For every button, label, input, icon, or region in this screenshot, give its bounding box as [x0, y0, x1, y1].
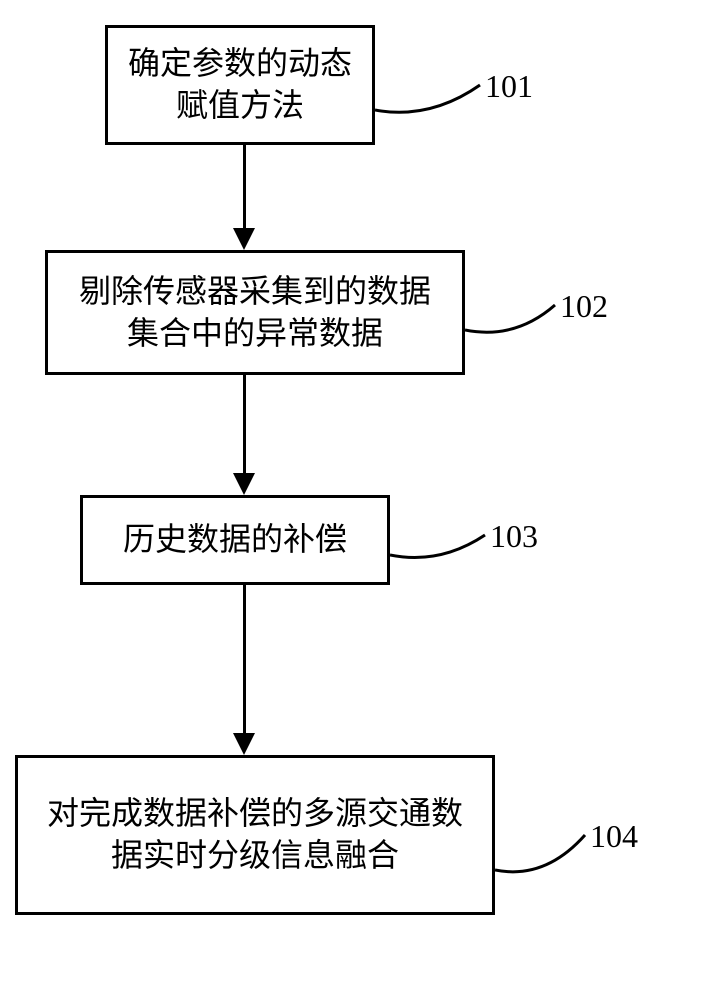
- flowchart-node-4: 对完成数据补偿的多源交通数据实时分级信息融合: [15, 755, 495, 915]
- connector-4: [495, 825, 595, 880]
- node-2-label: 102: [560, 288, 608, 325]
- node-3-text: 历史数据的补偿: [123, 519, 347, 561]
- connector-3: [390, 525, 495, 565]
- flowchart-node-3: 历史数据的补偿: [80, 495, 390, 585]
- node-1-label: 101: [485, 68, 533, 105]
- flowchart-node-2: 剔除传感器采集到的数据集合中的异常数据: [45, 250, 465, 375]
- arrow-2-line: [243, 375, 246, 475]
- arrow-1-head: [233, 228, 255, 250]
- connector-2: [465, 295, 565, 340]
- node-1-text: 确定参数的动态赋值方法: [126, 43, 354, 126]
- node-3-label: 103: [490, 518, 538, 555]
- arrow-1-line: [243, 145, 246, 230]
- node-4-text: 对完成数据补偿的多源交通数据实时分级信息融合: [36, 793, 474, 876]
- arrow-2-head: [233, 473, 255, 495]
- arrow-3-line: [243, 585, 246, 735]
- flowchart-node-1: 确定参数的动态赋值方法: [105, 25, 375, 145]
- node-4-label: 104: [590, 818, 638, 855]
- connector-1: [375, 75, 490, 120]
- arrow-3-head: [233, 733, 255, 755]
- node-2-text: 剔除传感器采集到的数据集合中的异常数据: [66, 271, 444, 354]
